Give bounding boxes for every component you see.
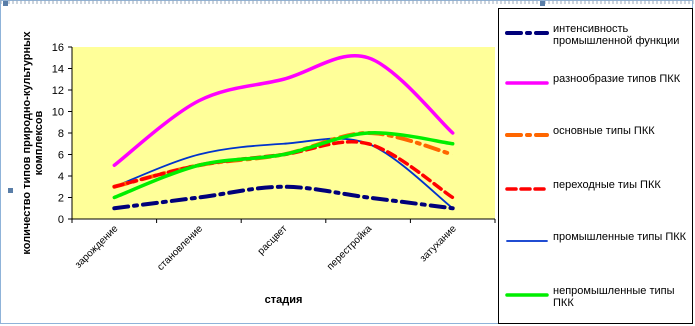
legend-swatch-2 [505,129,549,141]
series-line-0 [112,184,455,211]
legend-item-0: интенсивность промышленной функции [505,23,690,47]
x-axis-title: стадия [265,294,303,306]
legend-label-5: непромышленные типы ПКК [553,285,675,309]
legend-label-1: разнообразие типов ПКК [553,73,681,85]
legend-item-1: разнообразие типов ПКК [505,73,690,89]
resize-handle-top[interactable] [540,1,545,6]
x-tick-label: зарождение [73,223,121,271]
legend-swatch-4 [505,235,549,247]
resize-handle-left[interactable] [8,188,13,193]
frame-top-border [0,0,695,4]
legend-swatch-5 [505,289,549,301]
y-tick-label: 8 [58,128,64,140]
legend-label-3: переходные тиы ПКК [553,179,661,191]
legend-label-4: промышленные типы ПКК [553,231,687,243]
legend-item-3: переходные тиы ПКК [505,179,690,195]
legend-swatch-3 [505,183,549,195]
legend-item-2: основные типы ПКК [505,125,690,141]
legend-label-0: интенсивность промышленной функции [553,23,680,47]
resize-handle-top-left[interactable] [3,1,8,6]
y-axis-title: количество типов природно-культурныхкомп… [21,30,45,254]
y-tick-label: 12 [52,85,64,97]
y-tick-label: 6 [58,150,64,162]
x-tick-label: затухание [418,223,459,264]
line-chart: 0 2 4 6 8 10 12 14 16 зарождение становление расцве… [21,30,496,306]
plot-area [72,47,495,219]
y-tick-label: 4 [58,171,64,183]
legend-item-4: промышленные типы ПКК [505,231,690,247]
legend-swatch-1 [505,77,549,89]
x-tick-label: становление [155,223,205,273]
y-tick-label: 14 [52,64,64,76]
legend-item-5: непромышленные типы ПКК [505,285,690,309]
legend-label-2: основные типы ПКК [553,125,655,137]
y-tick-label: 2 [58,193,64,205]
x-tick-label: расцвет [256,223,290,257]
y-tick-label: 10 [52,107,64,119]
y-tick-label: 0 [58,214,64,226]
y-tick-label: 16 [52,42,64,54]
legend-swatch-0 [505,27,549,39]
x-tick-label: перестройка [325,223,374,272]
chart-legend: интенсивность промышленной функции разноо… [498,8,693,324]
